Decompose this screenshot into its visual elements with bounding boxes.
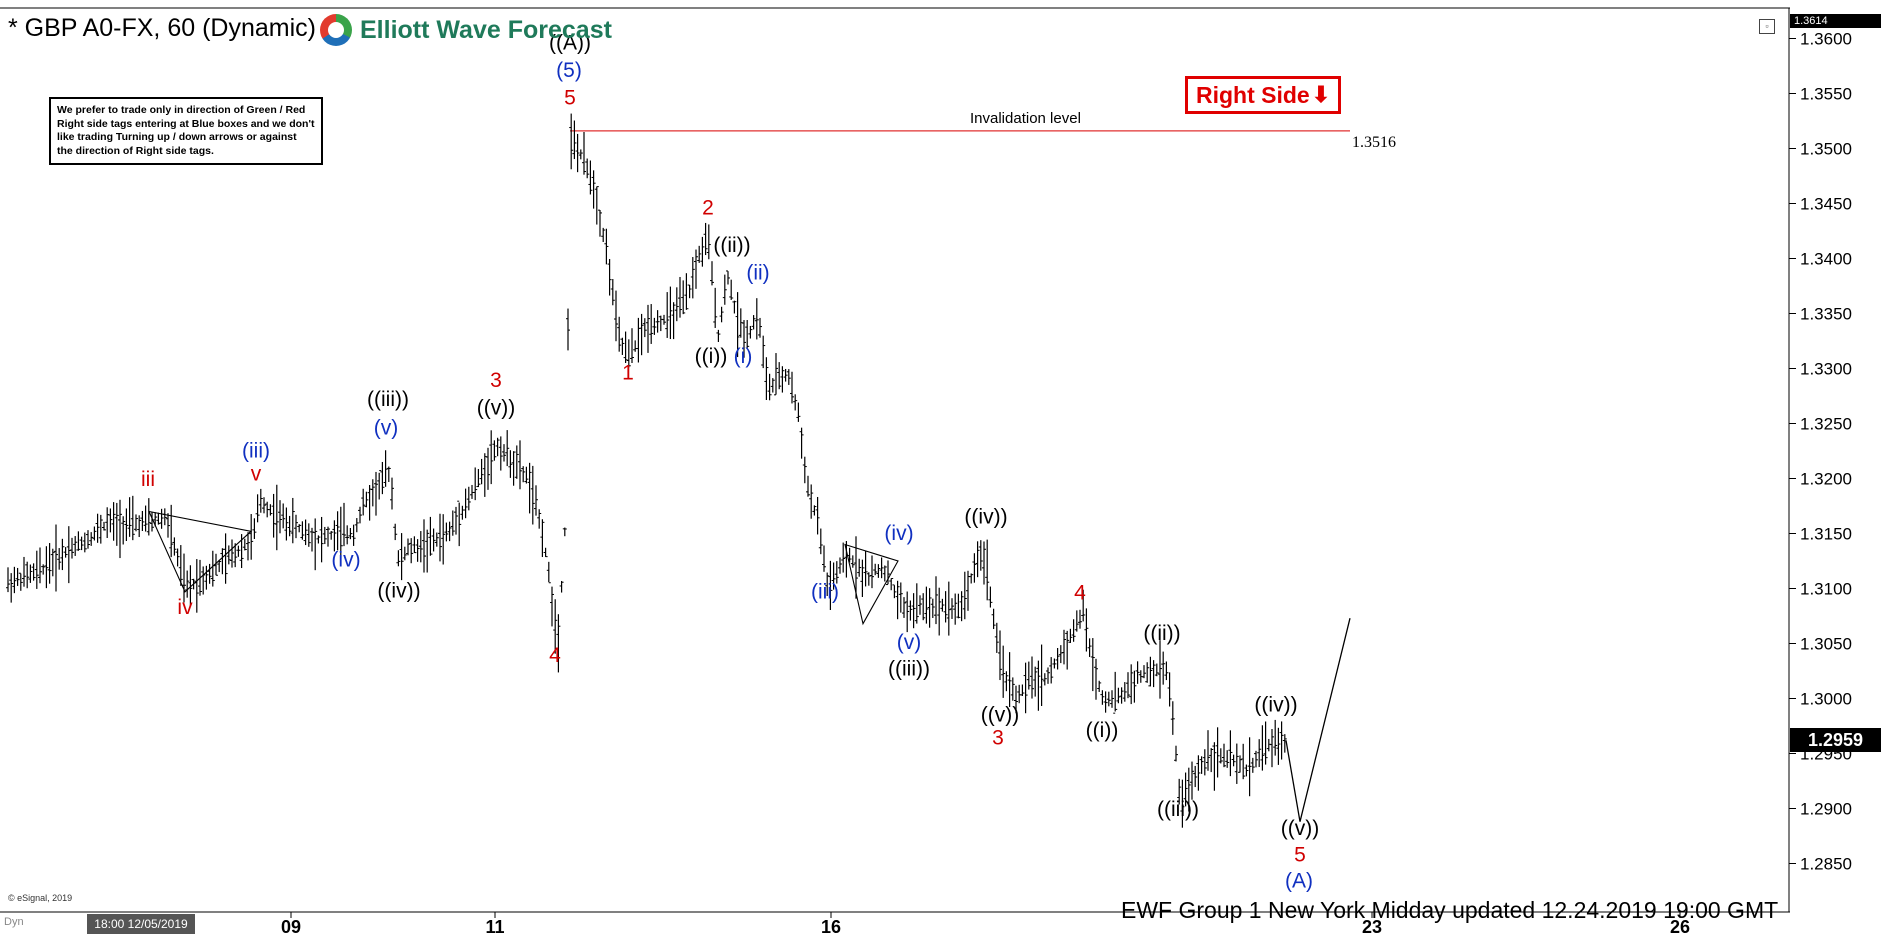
x-tick-label: 23	[1362, 917, 1382, 937]
start-date-marker: 18:00 12/05/2019	[87, 914, 195, 934]
wave-label: 4	[1074, 582, 1086, 605]
invalidation-level: Invalidation level 1.3516	[570, 110, 1396, 151]
copyright: © eSignal, 2019	[8, 893, 73, 903]
logo-icon	[320, 14, 352, 46]
x-tick-label: 16	[821, 917, 841, 937]
y-tick-label: 1.3550	[1800, 85, 1852, 104]
right-side-tag: Right Side ⬇	[1185, 76, 1342, 114]
wave-label: ((iv))	[377, 579, 420, 602]
y-tick-label: 1.3300	[1800, 360, 1852, 379]
wave-label: 1	[622, 362, 634, 385]
logo-text: Elliott Wave Forecast	[360, 15, 612, 44]
y-tick-label: 1.3450	[1800, 195, 1852, 214]
chart-title: * GBP A0-FX, 60 (Dynamic)	[8, 14, 316, 42]
wave-label: v	[251, 463, 262, 486]
invalidation-value: 1.3516	[1352, 134, 1396, 151]
right-side-label: Right Side	[1196, 81, 1310, 108]
triangle-pattern	[844, 543, 899, 626]
wave-label: (iii)	[242, 440, 270, 463]
wave-label: ((ii))	[1143, 622, 1180, 645]
wave-label: ((ii))	[713, 234, 750, 257]
y-tick-label: 1.2850	[1800, 855, 1852, 874]
y-tick-label: 1.3100	[1800, 580, 1852, 599]
down-arrow-icon: ⬇	[1311, 82, 1331, 107]
triangle-patterns	[148, 510, 899, 626]
wave-label: (i)	[734, 345, 753, 368]
restore-icon[interactable]: ▫	[1759, 19, 1775, 34]
x-tick-label: 09	[281, 917, 301, 937]
wave-label: iv	[177, 596, 193, 619]
y-tick-label: 1.3500	[1800, 140, 1852, 159]
wave-label: (v)	[374, 417, 399, 440]
y-tick-label: 1.3150	[1800, 525, 1852, 544]
wave-label: 3	[992, 727, 1004, 750]
wave-label: ((A))	[549, 32, 591, 55]
projection-path	[1285, 618, 1351, 822]
y-tick-label: 1.3000	[1800, 690, 1852, 709]
wave-label: ((iii))	[888, 657, 930, 680]
trading-note: We prefer to trade only in direction of …	[49, 97, 323, 165]
price-bars	[6, 113, 1287, 828]
y-tick-label: 1.3050	[1800, 635, 1852, 654]
wave-label: ((iii))	[1157, 798, 1199, 821]
wave-label: (v)	[897, 631, 922, 654]
wave-label: iii	[141, 468, 155, 491]
top-price-marker: 1.3614	[1790, 14, 1881, 28]
wave-label: (iii)	[811, 580, 839, 603]
x-tick-label: 26	[1670, 917, 1690, 937]
y-axis: 1.3600 1.3550 1.3500 1.3450 1.3400 1.3350 1.33…	[1789, 30, 1852, 874]
wave-label: (iv)	[331, 549, 360, 572]
wave-label: ((iii))	[367, 388, 409, 411]
dyn-label: Dyn	[4, 916, 24, 928]
wave-labels: ((A))(5)5iiiiv(iii)v(iv)((iii))(v)((iv))…	[141, 32, 1319, 893]
wave-label: 5	[1294, 843, 1306, 866]
y-tick-label: 1.2900	[1800, 800, 1852, 819]
wave-label: 4	[549, 644, 561, 667]
wave-label: ((i))	[1086, 719, 1119, 742]
wave-label: ((iv))	[964, 506, 1007, 529]
brand-logo: Elliott Wave Forecast	[320, 14, 612, 46]
wave-label: (ii)	[746, 261, 769, 284]
plot-frame	[0, 7, 1790, 913]
triangle-pattern	[148, 510, 253, 593]
wave-label: (iv)	[884, 522, 913, 545]
wave-label: 5	[564, 87, 576, 110]
y-tick-label: 1.3600	[1800, 30, 1852, 49]
y-tick-label: 1.3250	[1800, 415, 1852, 434]
footer-caption: EWF Group 1 New York Midday updated 12.2…	[1121, 897, 1779, 923]
wave-label: ((v))	[477, 397, 515, 420]
invalidation-label: Invalidation level	[970, 110, 1081, 127]
y-tick-label: 1.3400	[1800, 250, 1852, 269]
x-tick-label: 11	[485, 917, 504, 937]
wave-label: ((v))	[1281, 817, 1319, 840]
wave-label: (5)	[556, 59, 582, 82]
wave-label: 2	[702, 197, 714, 220]
wave-label: ((v))	[981, 704, 1019, 727]
wave-label: 3	[490, 369, 502, 392]
wave-label: ((iv))	[1254, 694, 1297, 717]
wave-label: ((i))	[695, 345, 728, 368]
current-price-marker: 1.2959	[1790, 728, 1881, 752]
wave-label: (A)	[1285, 870, 1313, 893]
x-axis: 09 11 16 23 26	[281, 912, 1690, 937]
y-tick-label: 1.3200	[1800, 470, 1852, 489]
y-tick-label: 1.3350	[1800, 305, 1852, 324]
